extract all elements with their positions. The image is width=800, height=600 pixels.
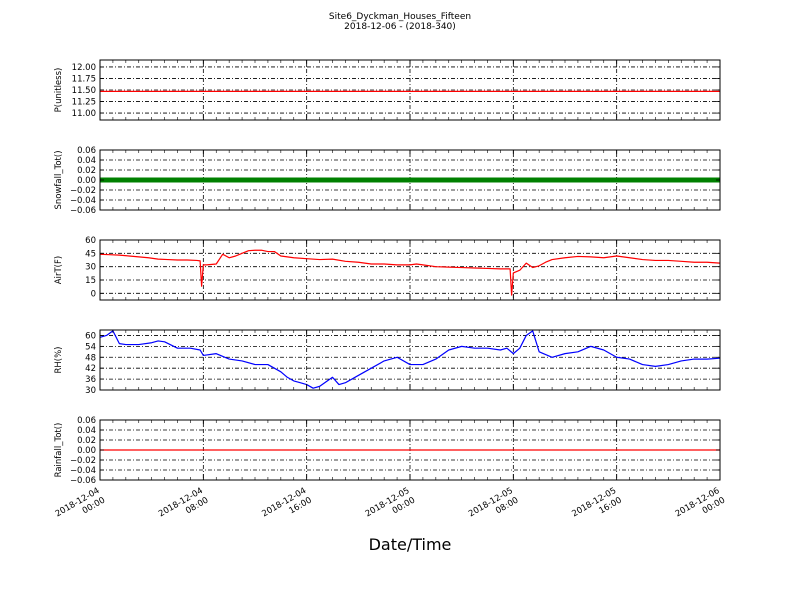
- y-tick-label: 15: [85, 276, 96, 286]
- y-tick-label: −0.04: [70, 196, 96, 206]
- panel-3: 60 45 30 15 0 AirT(F): [54, 236, 721, 301]
- y-tick-label: 11.00: [72, 109, 96, 119]
- x-tick-label: 2018-12-0408:00: [157, 486, 210, 529]
- chart-subtitle: 2018-12-06 - (2018-340): [344, 22, 456, 32]
- y-tick-label: 0.04: [77, 156, 96, 166]
- y-axis-label: AirT(F): [54, 256, 64, 284]
- y-tick-label: 54: [85, 342, 96, 352]
- panel-2: 0.060.040.020.00−0.02−0.04−0.06 Snowfall_…: [54, 146, 721, 216]
- chart-title: Site6_Dyckman_Houses_Fifteen: [329, 12, 471, 22]
- y-tick-label: 30: [85, 263, 96, 273]
- x-tick-label: 2018-12-0400:00: [54, 486, 107, 529]
- y-tick-label: −0.06: [70, 206, 96, 216]
- y-axis-label: Snowfall_Tot(): [54, 150, 64, 209]
- x-tick-label: 2018-12-0600:00: [674, 486, 727, 529]
- panel-5: 0.060.040.020.00−0.02−0.04−0.06 Rainfall_…: [54, 416, 721, 486]
- y-tick-label: 11.50: [72, 86, 96, 96]
- y-tick-label: 11.25: [72, 98, 96, 108]
- y-tick-label: 11.75: [72, 74, 96, 84]
- y-tick-label: 30: [85, 386, 96, 396]
- y-tick-label: 36: [85, 375, 96, 385]
- x-tick-label: 2018-12-0508:00: [467, 486, 520, 529]
- y-tick-label: 0.02: [77, 166, 96, 176]
- x-tick-label: 2018-12-0500:00: [364, 486, 417, 529]
- y-tick-label: −0.02: [70, 456, 96, 466]
- y-tick-label: 42: [85, 364, 96, 374]
- y-tick-label: −0.04: [70, 466, 96, 476]
- y-tick-label: 60: [85, 331, 96, 341]
- y-axis-label: RH(%): [54, 346, 64, 373]
- series-line: [99, 249, 721, 296]
- y-tick-label: −0.06: [70, 476, 96, 486]
- y-tick-label: 12.00: [72, 63, 96, 73]
- y-tick-label: −0.02: [70, 186, 96, 196]
- series-line: [99, 330, 721, 389]
- y-tick-label: 0: [91, 289, 96, 299]
- y-axis-label: Rainfall_Tot(): [54, 423, 64, 478]
- y-tick-label: 0.00: [77, 446, 96, 456]
- y-tick-label: 48: [85, 353, 96, 363]
- y-tick-label: 60: [85, 236, 96, 246]
- y-tick-label: 0.06: [77, 146, 96, 156]
- x-tick-label: 2018-12-0416:00: [260, 486, 313, 529]
- y-tick-label: 0.02: [77, 436, 96, 446]
- y-tick-label: 0.04: [77, 426, 96, 436]
- x-tick-label: 2018-12-0516:00: [570, 486, 623, 529]
- y-tick-label: 45: [85, 249, 96, 259]
- y-tick-label: 0.06: [77, 416, 96, 426]
- x-axis-label: Date/Time: [369, 535, 452, 554]
- y-tick-label: 0.00: [77, 176, 96, 186]
- y-axis-label: P(unitless): [54, 68, 64, 113]
